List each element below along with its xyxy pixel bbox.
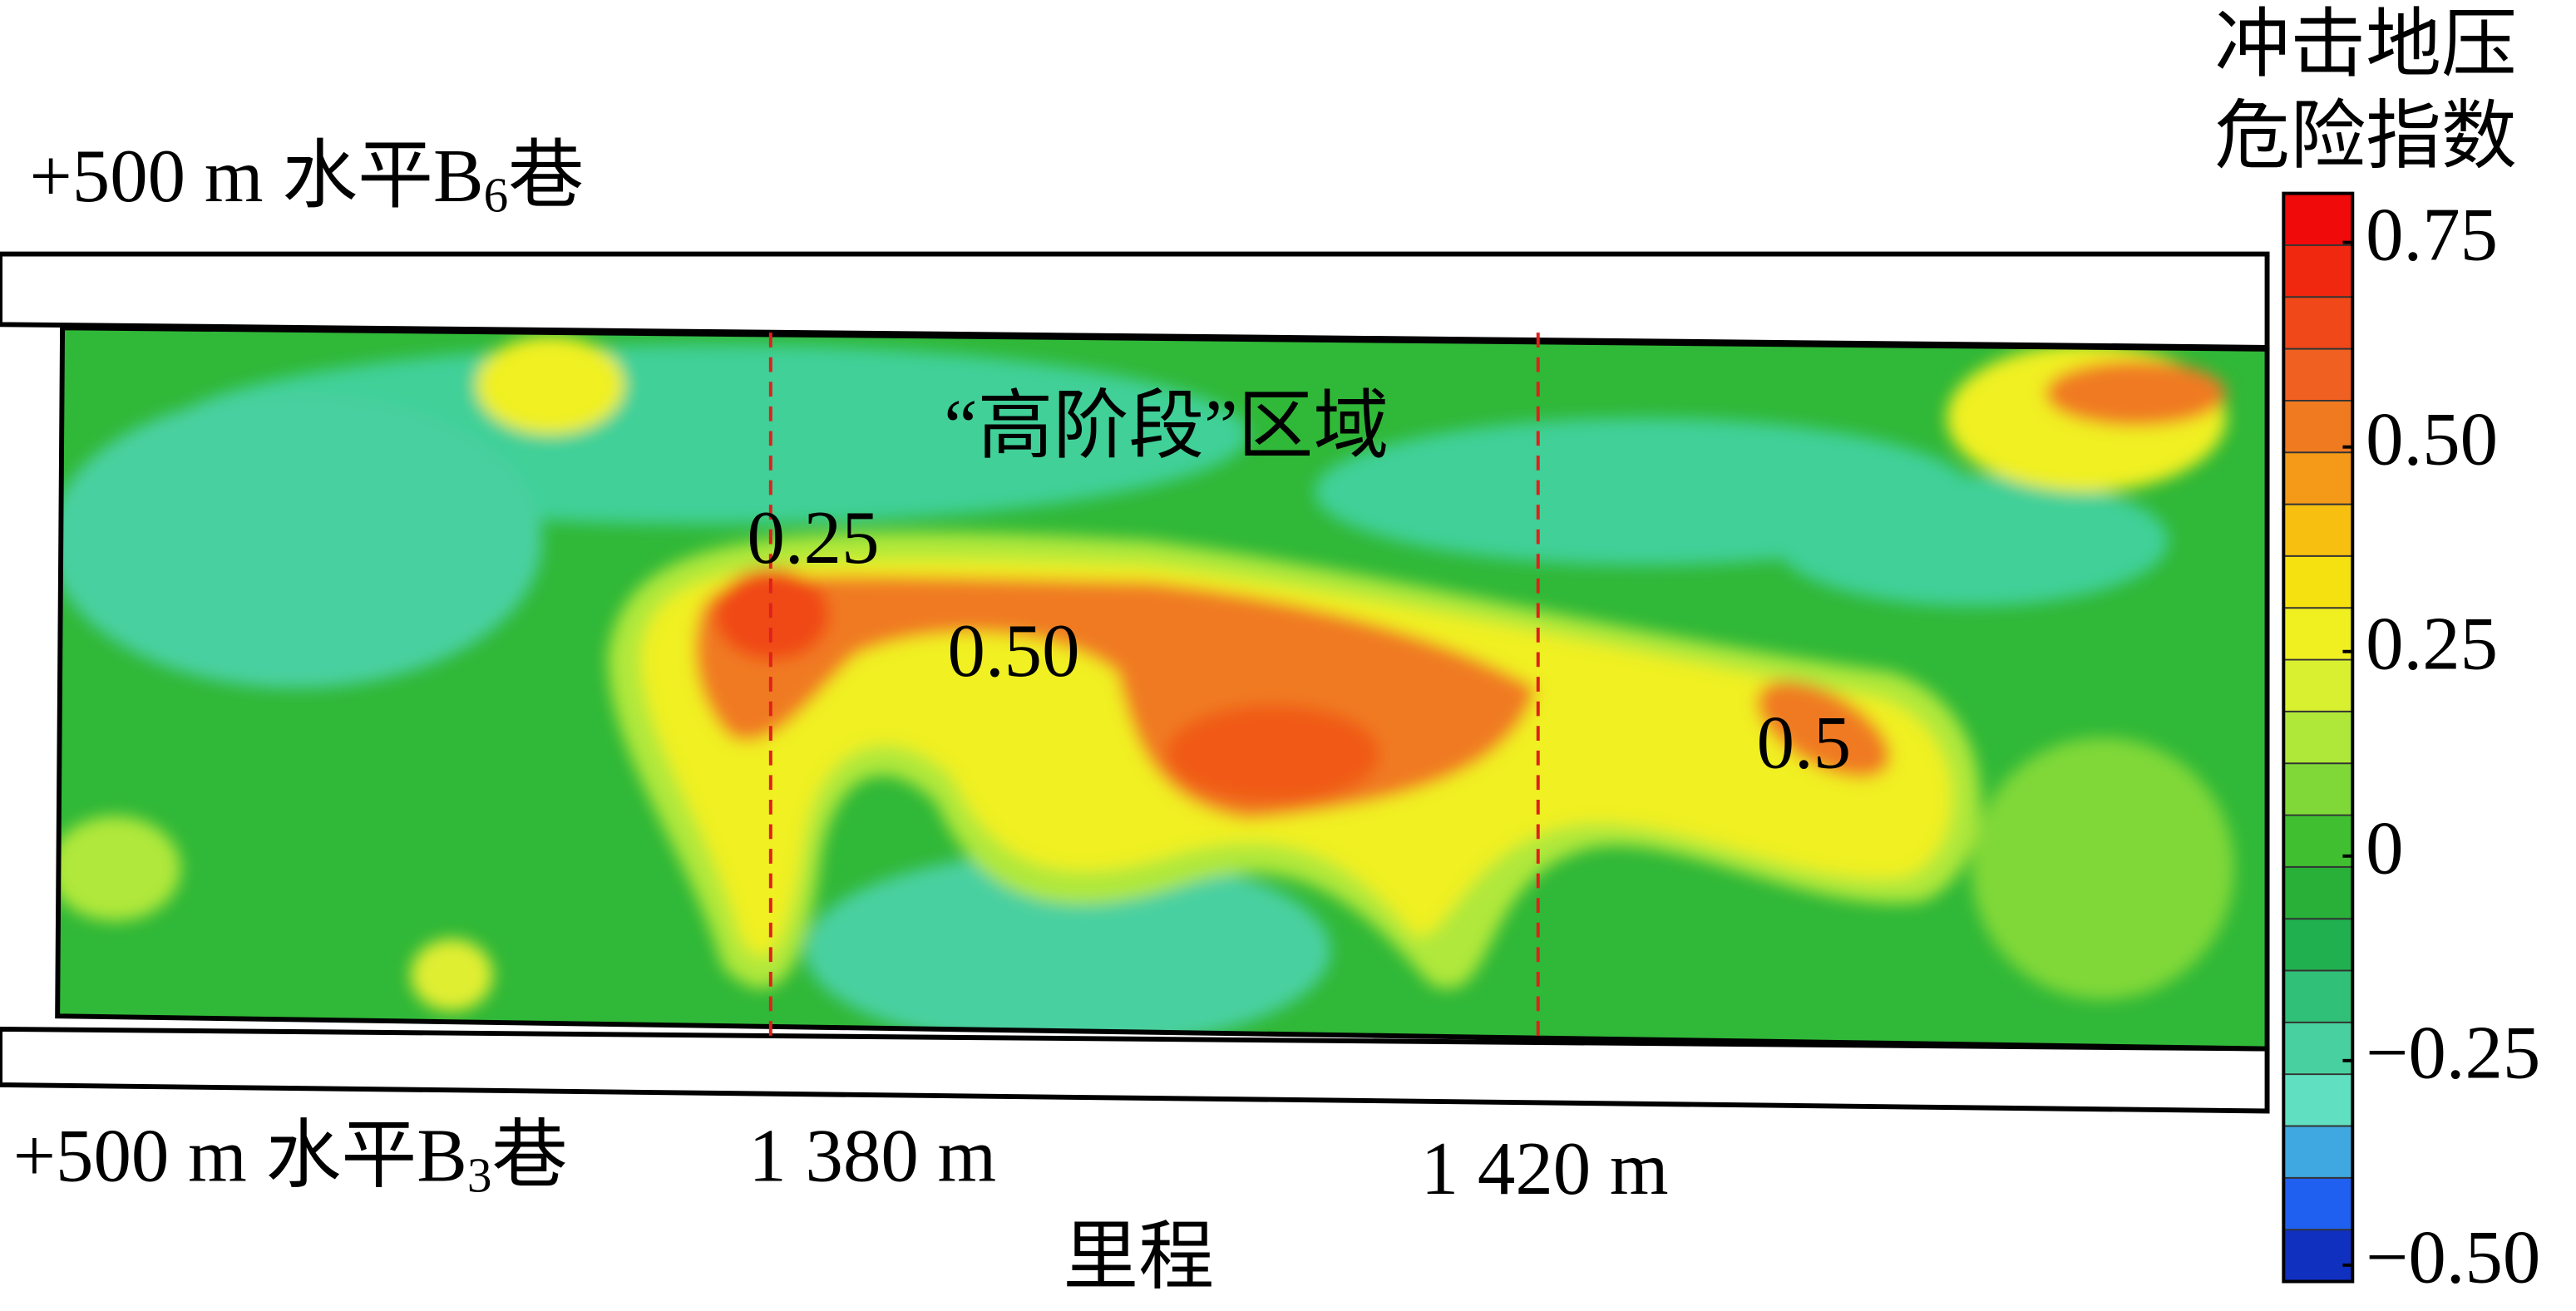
mileage-label: 1 420 m [1421,1126,1669,1210]
label-text: +500 m 水平B [30,134,484,218]
colorbar-band [2283,1230,2353,1283]
colorbar-band [2283,659,2353,712]
colorbar-band [2283,1022,2353,1076]
colorbar-tick-label: 0.25 [2366,602,2498,686]
colorbar-tick-label: 0.75 [2366,193,2498,277]
label-sub: 6 [484,167,509,222]
colorbar-band [2283,970,2353,1023]
label-suffix: 巷 [491,1113,567,1197]
colorbar-band [2283,348,2353,402]
colorbar-band [2283,763,2353,816]
colorbar-band [2283,193,2353,246]
colorbar-band [2283,555,2353,609]
colorbar-band [2283,1126,2353,1179]
colorbar-tick-label: −0.50 [2366,1215,2540,1299]
colorbar-band [2283,711,2353,765]
colorbar-band [2283,815,2353,868]
field [57,393,543,688]
field [476,336,624,435]
field [805,852,1331,1049]
colorbar-title: 冲击地压 [2214,2,2516,86]
contour-label: 0.50 [948,609,1080,692]
colorbar-band [2283,608,2353,661]
colorbar-frame [2282,191,2355,1284]
colorbar-tick-label: −0.25 [2366,1011,2540,1095]
colorbar-band [2283,400,2353,454]
colorbar-band [2283,919,2353,972]
label-sub: 3 [467,1147,492,1202]
field [1757,681,1891,778]
mileage-label: 1 380 m [748,1113,996,1197]
map-fields [57,336,2235,1049]
colorbar-tick-label: 0.50 [2366,397,2498,481]
risk-map [57,328,2268,1049]
label-text: +500 m 水平B [13,1113,467,1197]
colorbar-tick-label: 0 [2366,806,2403,890]
field [1774,475,2169,607]
field [410,939,493,1012]
lower-roadway-label: +500 m 水平B3巷 [13,1113,568,1201]
colorbar-band [2283,1177,2353,1231]
field [2045,360,2227,426]
colorbar-band [2283,866,2353,920]
colorbar-band [2283,452,2353,505]
region-label: “高阶段”区域 [944,384,1389,468]
contour-label: 0.25 [747,495,879,579]
colorbar-band [2283,1074,2353,1127]
lower-roadway [0,1026,2270,1114]
field [1971,737,2235,1000]
x-axis-label: 里程 [1063,1215,1214,1299]
upper-roadway-label: +500 m 水平B6巷 [30,134,585,222]
field [1166,704,1380,803]
map-frame [55,325,2270,1052]
field [57,816,181,921]
colorbar-band [2283,297,2353,350]
colorbar-band [2283,244,2353,298]
colorbar-title: 危险指数 [2214,94,2516,178]
contour-label: 0.5 [1757,701,1852,785]
label-suffix: 巷 [508,134,584,218]
colorbar-band [2283,504,2353,557]
